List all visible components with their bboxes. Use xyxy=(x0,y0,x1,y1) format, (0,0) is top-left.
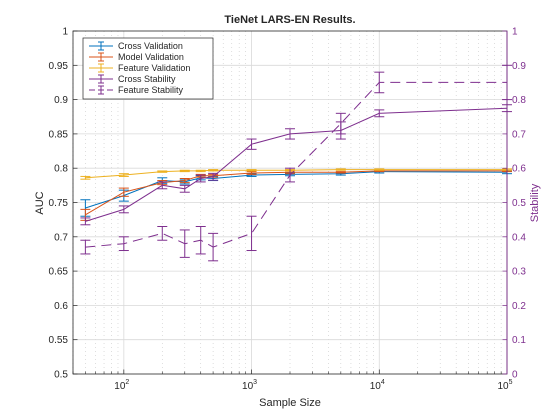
y-tick-label: 0.6 xyxy=(54,301,68,312)
series-layer xyxy=(80,64,512,262)
error-bar-feature-stability xyxy=(335,112,346,135)
y2-tick-label: 0.1 xyxy=(512,335,526,346)
error-bar-feature-validation xyxy=(335,168,346,171)
error-bar-feature-stability xyxy=(208,232,219,262)
legend-label: Cross Validation xyxy=(118,41,183,51)
error-bar-feature-validation xyxy=(157,170,168,173)
error-bar-feature-stability xyxy=(179,229,190,258)
error-bar-feature-validation xyxy=(208,169,219,172)
y2-tick-label: 0.8 xyxy=(512,95,526,106)
error-bar-model-validation xyxy=(246,171,257,175)
legend-entry-cross-validation: Cross Validation xyxy=(89,41,183,51)
error-bar-feature-stability xyxy=(246,215,257,252)
y-tick-label: 0.65 xyxy=(49,267,69,278)
error-bar-feature-validation xyxy=(246,169,257,172)
error-bar-feature-stability xyxy=(195,226,206,255)
y-tick-label: 0.9 xyxy=(54,95,68,106)
error-bar-model-validation xyxy=(335,171,346,174)
error-bar-cross-stability xyxy=(195,174,206,183)
x-tick-label: 104 xyxy=(370,379,385,392)
x-tick-label: 103 xyxy=(242,379,257,392)
y-tick-label: 0.55 xyxy=(49,335,69,346)
y-tick-label: 0.95 xyxy=(49,61,69,72)
error-bar-feature-validation xyxy=(118,173,129,177)
error-bar-feature-validation xyxy=(179,169,190,173)
y-tick-label: 0.75 xyxy=(49,198,69,209)
x-tick-label: 102 xyxy=(114,379,129,392)
y-tick-label: 0.5 xyxy=(54,370,68,381)
y2-tick-label: 0.7 xyxy=(512,129,526,140)
legend-entry-cross-stability: Cross Stability xyxy=(89,74,176,84)
y2-tick-label: 0 xyxy=(512,370,518,381)
error-bar-model-validation xyxy=(179,177,190,184)
x-axis-label: Sample Size xyxy=(259,397,321,409)
error-bar-cross-stability xyxy=(374,109,385,118)
legend-label: Feature Validation xyxy=(118,63,190,73)
y-tick-label: 1 xyxy=(62,27,68,38)
error-bar-cross-stability xyxy=(179,184,190,193)
error-bar-feature-validation xyxy=(374,168,385,171)
y-axis-label: AUC xyxy=(34,191,46,214)
y2-tick-label: 0.2 xyxy=(512,301,526,312)
error-bar-cross-stability xyxy=(157,181,168,190)
y-tick-label: 0.85 xyxy=(49,129,69,140)
error-bar-feature-validation xyxy=(195,169,206,173)
y2-tick-label: 1 xyxy=(512,27,518,38)
legend-label: Cross Stability xyxy=(118,74,176,84)
y2-axis-label: Stability xyxy=(529,183,541,222)
error-bar-cross-stability xyxy=(208,172,219,181)
axis-ticks: 102 103 104 105 0.5 0.55 0.6 0.65 0.7 0.75 0.8 0.85… xyxy=(49,27,527,393)
legend-label: Model Validation xyxy=(118,52,184,62)
error-bar-cross-stability xyxy=(246,138,257,150)
y2-tick-label: 0.5 xyxy=(512,198,526,209)
legend-entry-model-validation: Model Validation xyxy=(89,52,184,62)
legend-entry-feature-stability: Feature Stability xyxy=(89,85,184,95)
y2-tick-label: 0.9 xyxy=(512,61,526,72)
y2-tick-label: 0.6 xyxy=(512,164,526,175)
x-tick-label: 105 xyxy=(497,379,512,392)
error-bar-feature-stability xyxy=(374,71,385,94)
error-bar-feature-stability xyxy=(118,236,129,252)
error-bar-feature-stability xyxy=(157,226,168,241)
y2-tick-label: 0.4 xyxy=(512,232,526,243)
error-bar-model-validation xyxy=(118,187,129,197)
y2-tick-label: 0.3 xyxy=(512,267,526,278)
error-bar-feature-validation xyxy=(80,175,91,180)
legend-entry-feature-validation: Feature Validation xyxy=(89,63,190,73)
chart-title: TieNet LARS-EN Results. xyxy=(224,14,355,26)
y-tick-label: 0.8 xyxy=(54,164,68,175)
legend-label: Feature Stability xyxy=(118,85,184,95)
error-bar-cross-stability xyxy=(80,217,91,226)
error-bar-cross-stability xyxy=(285,128,295,140)
error-bar-feature-stability xyxy=(285,167,295,183)
y-tick-label: 0.7 xyxy=(54,232,68,243)
error-bar-feature-stability xyxy=(80,239,91,255)
error-bar-cross-stability xyxy=(118,205,129,214)
